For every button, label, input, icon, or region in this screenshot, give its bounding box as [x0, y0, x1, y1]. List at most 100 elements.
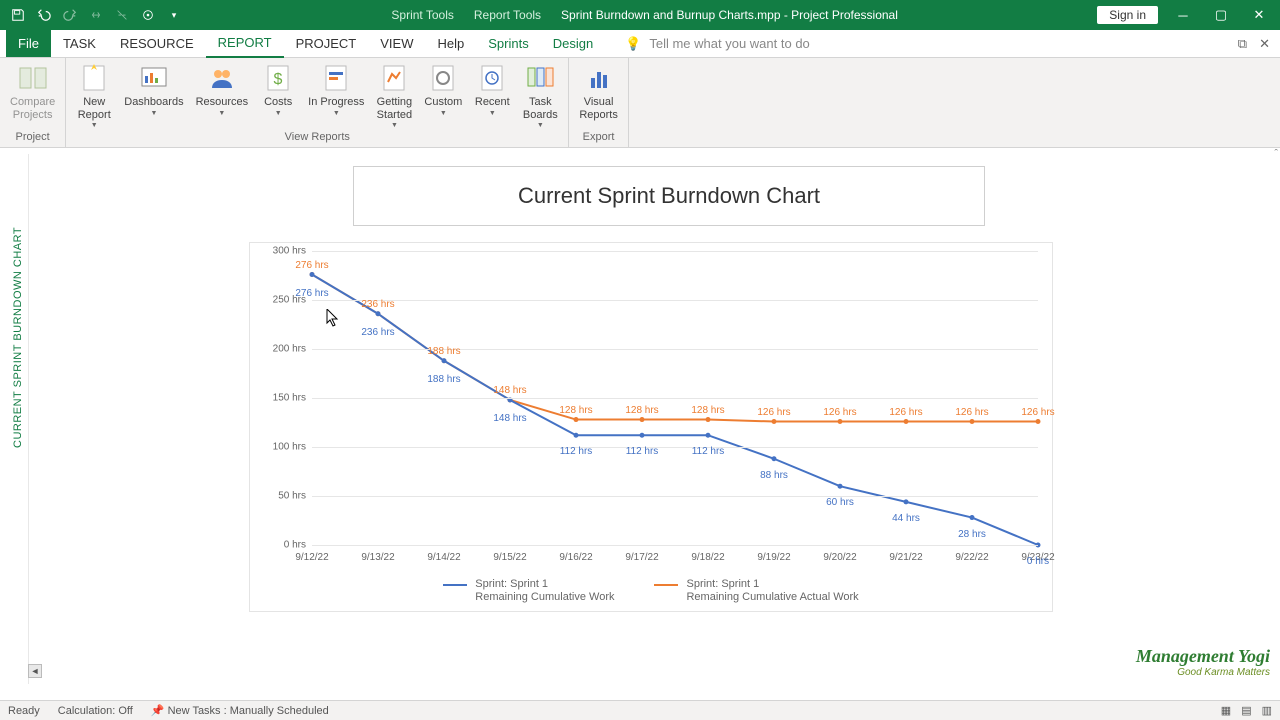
tab-report[interactable]: REPORT [206, 29, 284, 58]
x-axis-label: 9/20/22 [823, 552, 856, 563]
x-axis-label: 9/16/22 [559, 552, 592, 563]
new-report-icon [78, 62, 110, 94]
compare-projects-button[interactable]: CompareProjects [4, 60, 61, 123]
recent-icon [476, 62, 508, 94]
lightbulb-icon: 💡 [625, 36, 641, 52]
ribbon-label: Resources [196, 96, 249, 109]
ribbon-group-label: View Reports [70, 131, 564, 145]
resources-button[interactable]: Resources▼ [190, 60, 255, 119]
data-label: 126 hrs [1021, 407, 1054, 418]
task-boards-icon [524, 62, 556, 94]
getting-started-button[interactable]: GettingStarted▼ [370, 60, 418, 131]
tab-task[interactable]: TASK [51, 30, 108, 57]
gridline [312, 349, 1038, 350]
view-shortcut-icon[interactable]: ▤ [1241, 704, 1251, 717]
task-boards-button[interactable]: TaskBoards▼ [516, 60, 564, 131]
minimize-button[interactable]: ─ [1170, 8, 1196, 23]
ribbon-label: Custom [424, 96, 462, 109]
view-shortcut-icon[interactable]: ▥ [1262, 704, 1272, 717]
data-label: 126 hrs [823, 407, 856, 418]
watermark-title: Management Yogi [1136, 646, 1270, 667]
view-title-vertical: CURRENT SPRINT BURNDOWN CHART [12, 227, 24, 448]
chart-title-box[interactable]: Current Sprint Burndown Chart [353, 166, 985, 226]
visual-reports-button[interactable]: VisualReports [573, 60, 624, 123]
tab-sprints[interactable]: Sprints [476, 30, 540, 57]
contextual-tab-report[interactable]: Report Tools [474, 8, 541, 22]
data-label: 112 hrs [560, 446, 593, 457]
tab-help[interactable]: Help [425, 30, 476, 57]
ribbon-label: Dashboards [124, 96, 183, 109]
gridline [312, 300, 1038, 301]
ribbon-tabs: File TASK RESOURCE REPORT PROJECT VIEW H… [0, 30, 1280, 58]
collapse-ribbon-icon[interactable]: ˆ [1274, 148, 1278, 160]
y-axis-label: 150 hrs [254, 393, 306, 404]
x-axis-label: 9/15/22 [493, 552, 526, 563]
resources-icon [206, 62, 238, 94]
touch-mode-icon[interactable] [138, 5, 158, 25]
document-title: Sprint Burndown and Burnup Charts.mpp - … [561, 8, 898, 22]
ribbon-display-options-icon[interactable]: ⧉ [1238, 36, 1247, 52]
legend-label: Remaining Cumulative Work [475, 591, 614, 603]
gridline [312, 545, 1038, 546]
custom-button[interactable]: Custom▼ [418, 60, 468, 119]
ribbon-label: Costs [264, 96, 292, 109]
costs-button[interactable]: $ Costs▼ [254, 60, 302, 119]
unlink-icon[interactable] [112, 5, 132, 25]
data-label: 276 hrs [295, 260, 328, 271]
tab-view[interactable]: VIEW [368, 30, 425, 57]
x-axis-label: 9/21/22 [889, 552, 922, 563]
tell-me-search[interactable]: 💡 Tell me what you want to do [625, 36, 810, 52]
save-icon[interactable] [8, 5, 28, 25]
maximize-button[interactable]: ▢ [1208, 7, 1234, 23]
redo-icon[interactable] [60, 5, 80, 25]
status-ready: Ready [8, 705, 40, 717]
data-label: 112 hrs [692, 446, 725, 457]
ribbon-label: GettingStarted [377, 96, 412, 121]
gridline [312, 398, 1038, 399]
data-label: 126 hrs [757, 407, 790, 418]
scroll-left-button[interactable]: ◄ [28, 664, 42, 678]
qat-customize-icon[interactable]: ▾ [164, 5, 184, 25]
close-window-icon[interactable]: ✕ [1259, 36, 1270, 52]
legend-label: Sprint: Sprint 1 [686, 578, 759, 590]
status-calculation: Calculation: Off [58, 705, 133, 717]
ribbon-label: Recent [475, 96, 510, 109]
tab-resource[interactable]: RESOURCE [108, 30, 206, 57]
recent-button[interactable]: Recent▼ [468, 60, 516, 119]
watermark: Management Yogi Good Karma Matters [1136, 646, 1270, 678]
data-label: 128 hrs [559, 405, 592, 416]
undo-icon[interactable] [34, 5, 54, 25]
tab-file[interactable]: File [6, 30, 51, 57]
new-report-button[interactable]: NewReport▼ [70, 60, 118, 131]
burndown-chart[interactable]: 0 hrs50 hrs100 hrs150 hrs200 hrs250 hrs3… [249, 242, 1053, 612]
legend-item-orange: Sprint: Sprint 1Remaining Cumulative Act… [654, 578, 858, 606]
ribbon-label: TaskBoards [523, 96, 558, 121]
compare-icon [17, 62, 49, 94]
data-label: 188 hrs [427, 374, 460, 385]
data-label: 88 hrs [760, 470, 788, 481]
y-axis-label: 300 hrs [254, 246, 306, 257]
ribbon-group-label: Export [573, 131, 624, 145]
data-label: 60 hrs [826, 497, 854, 508]
data-label: 112 hrs [626, 446, 659, 457]
legend-swatch-orange [654, 584, 678, 586]
in-progress-button[interactable]: In Progress▼ [302, 60, 370, 119]
data-label: 28 hrs [958, 529, 986, 540]
dashboards-button[interactable]: Dashboards▼ [118, 60, 189, 119]
data-label: 236 hrs [361, 327, 394, 338]
watermark-subtitle: Good Karma Matters [1136, 667, 1270, 678]
data-label: 44 hrs [892, 513, 920, 524]
signin-button[interactable]: Sign in [1097, 6, 1158, 24]
ribbon-label: CompareProjects [10, 96, 55, 121]
view-shortcut-icon[interactable]: ▦ [1221, 704, 1231, 717]
contextual-tab-sprint[interactable]: Sprint Tools [391, 8, 453, 22]
tab-design[interactable]: Design [541, 30, 605, 57]
data-label: 188 hrs [427, 346, 460, 357]
tab-project[interactable]: PROJECT [284, 30, 369, 57]
close-button[interactable]: ✕ [1246, 7, 1272, 23]
costs-icon: $ [262, 62, 294, 94]
ribbon-label: In Progress [308, 96, 364, 109]
legend-label: Sprint: Sprint 1 [475, 578, 548, 590]
y-axis-label: 0 hrs [254, 540, 306, 551]
link-icon[interactable] [86, 5, 106, 25]
